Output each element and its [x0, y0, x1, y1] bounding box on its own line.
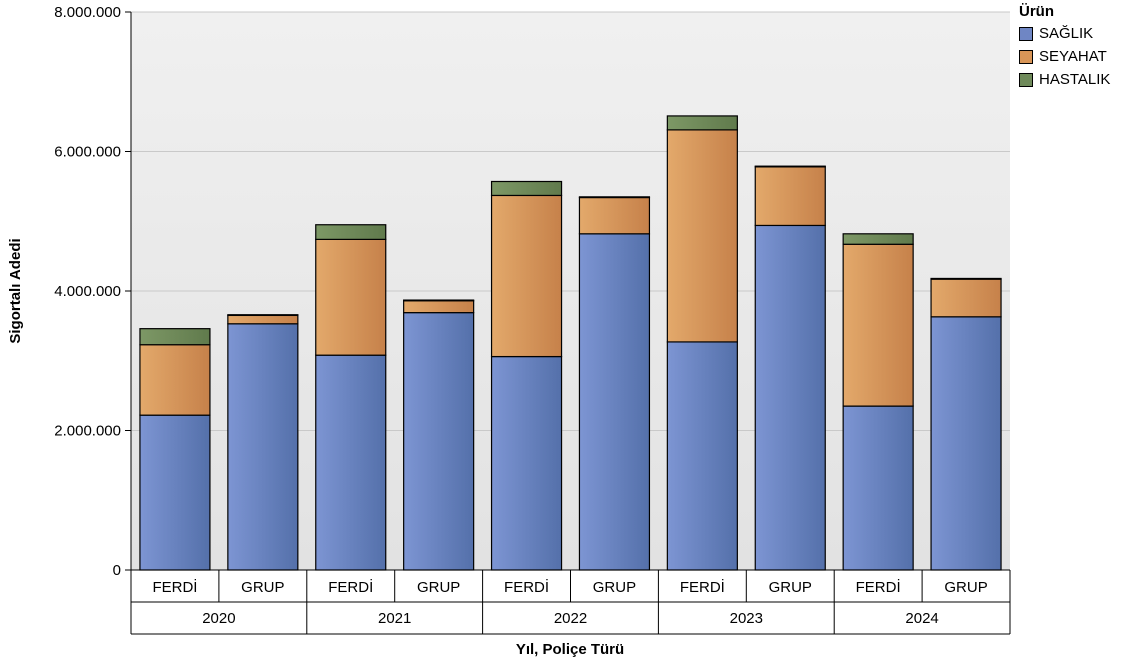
legend-swatch-seyahat [1019, 49, 1033, 64]
x-tick-label: FERDİ [328, 578, 373, 596]
bar-segment-sağlik [754, 224, 826, 571]
x-tick-label: GRUP [241, 579, 284, 596]
year-label: 2023 [730, 610, 763, 627]
bar-segment-seyahat [666, 129, 738, 343]
year-label: 2024 [905, 610, 938, 627]
bar-segment-seyahat [403, 300, 475, 314]
bar-segment-sağlik [403, 312, 475, 571]
bar-segment-seyahat [930, 278, 1002, 318]
bar-segment-sağlik [490, 355, 563, 571]
year-label: 2021 [378, 610, 411, 627]
bar-segment-hastalik [490, 180, 563, 197]
bar-segment-hastalik [666, 115, 738, 131]
x-tick-label: GRUP [417, 579, 460, 596]
bar-segment-sağlik [315, 354, 387, 571]
legend-swatch-saglik [1019, 26, 1033, 41]
bar-segment-hastalik [403, 299, 475, 302]
bar-segment-sağlik [930, 316, 1002, 571]
y-tick-label: 4.000.000 [54, 283, 121, 300]
bar-segment-hastalik [754, 165, 826, 168]
bar-segment-seyahat [490, 194, 563, 358]
bar-segment-seyahat [842, 243, 914, 407]
bar-segment-sağlik [842, 405, 914, 571]
legend-item-saglik: SAĞLIK [1019, 22, 1110, 45]
legend: Ürün SAĞLIK SEYAHAT HASTALIK [1019, 3, 1110, 91]
bar-segment-seyahat [227, 314, 299, 325]
bar-segment-seyahat [578, 196, 651, 235]
bar-segment-sağlik [578, 233, 651, 571]
y-tick-label: 8.000.000 [54, 4, 121, 21]
legend-label-seyahat: SEYAHAT [1039, 48, 1107, 65]
x-tick-label: FERDİ [856, 578, 901, 596]
bar-segment-hastalik [227, 314, 299, 317]
bar-segment-hastalik [930, 277, 1002, 280]
bar-segment-sağlik [139, 414, 211, 571]
x-tick-label: FERDİ [504, 578, 549, 596]
bar-segment-hastalik [842, 233, 914, 245]
x-tick-label: FERDİ [680, 578, 725, 596]
bar-segment-sağlik [666, 341, 738, 571]
x-axis-label: Yıl, Poliçe Türü [516, 641, 624, 658]
legend-item-hastalik: HASTALIK [1019, 68, 1110, 91]
year-label: 2020 [202, 610, 235, 627]
legend-label-hastalik: HASTALIK [1039, 71, 1111, 88]
x-tick-label: GRUP [593, 579, 636, 596]
x-tick-label: FERDİ [152, 578, 197, 596]
bar-segment-hastalik [315, 224, 387, 240]
x-tick-label: GRUP [769, 579, 812, 596]
bar-segment-seyahat [139, 344, 211, 416]
y-axis-label: Sigortalı Adedi [7, 238, 24, 343]
legend-title: Ürün [1019, 3, 1054, 20]
year-label: 2022 [554, 610, 587, 627]
bar-segment-hastalik [139, 328, 211, 346]
y-tick-label: 2.000.000 [54, 423, 121, 440]
legend-swatch-hastalik [1019, 72, 1033, 87]
bar-segment-hastalik [578, 196, 651, 199]
bar-segment-sağlik [227, 323, 299, 571]
y-tick-label: 0 [113, 562, 121, 579]
legend-label-saglik: SAĞLIK [1039, 25, 1094, 42]
bar-segment-seyahat [754, 166, 826, 227]
legend-item-seyahat: SEYAHAT [1019, 45, 1110, 68]
bar-segment-seyahat [315, 238, 387, 356]
y-tick-label: 6.000.000 [54, 144, 121, 161]
x-tick-label: GRUP [944, 579, 987, 596]
